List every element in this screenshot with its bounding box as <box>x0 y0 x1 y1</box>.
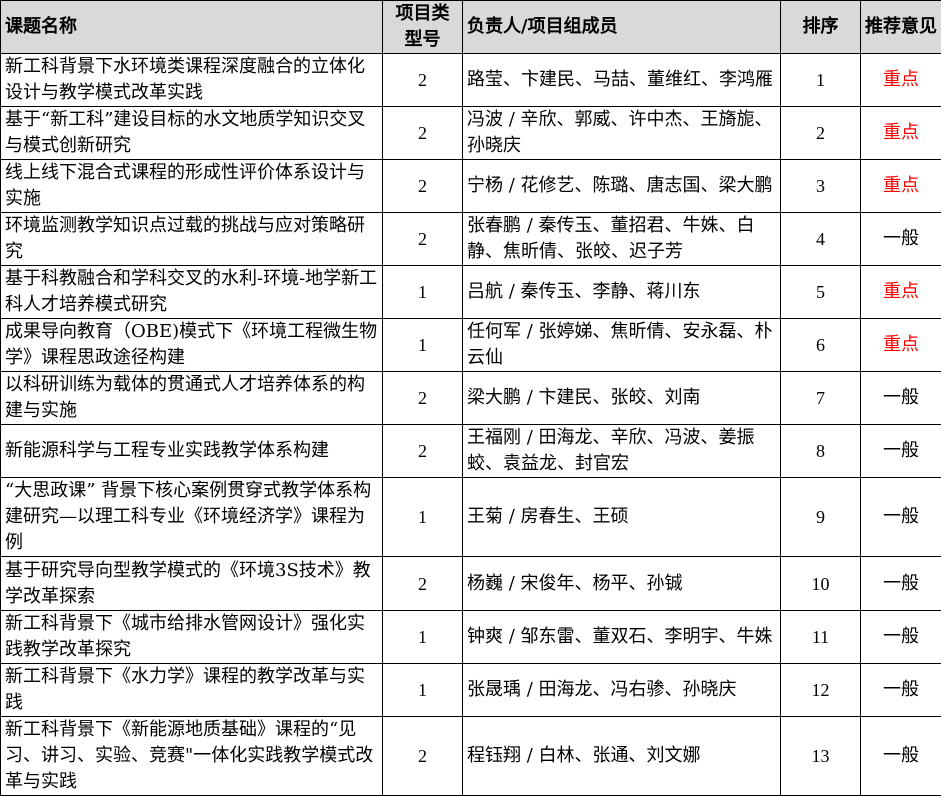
project-title-cell: 基于研究导向型教学模式的《环境3S技术》教学改革探索 <box>1 557 383 611</box>
members-cell: 王福刚 / 田海龙、辛欣、冯波、姜振蛟、袁益龙、封官宏 <box>463 425 781 478</box>
members-cell: 王菊 / 房春生、王硕 <box>463 478 781 557</box>
rank-cell: 4 <box>781 213 861 266</box>
recommendation-cell: 一般 <box>861 664 941 717</box>
project-type-cell: 2 <box>383 425 463 478</box>
members-cell: 冯波 / 辛欣、郭威、许中杰、王旖旎、孙晓庆 <box>463 107 781 160</box>
project-title-cell: 新工科背景下水环境类课程深度融合的立体化设计与教学模式改革实践 <box>1 54 383 107</box>
recommendation-cell: 重点 <box>861 54 941 107</box>
project-type-cell: 2 <box>383 160 463 213</box>
project-type-cell: 1 <box>383 478 463 557</box>
members-cell: 吕航 / 秦传玉、李静、蒋川东 <box>463 266 781 319</box>
rank-cell: 5 <box>781 266 861 319</box>
members-cell: 梁大鹏 / 卞建民、张皎、刘南 <box>463 372 781 425</box>
rank-cell: 7 <box>781 372 861 425</box>
rank-cell: 13 <box>781 717 861 796</box>
project-title-cell: 新工科背景下《城市给排水管网设计》强化实践教学改革探究 <box>1 611 383 664</box>
header-type: 项目类型号 <box>383 1 463 54</box>
project-title-cell: 新工科背景下《新能源地质基础》课程的“见习、讲习、实验、竞赛"一体化实践教学模式… <box>1 717 383 796</box>
project-type-cell: 1 <box>383 266 463 319</box>
recommendation-cell: 一般 <box>861 557 941 611</box>
recommendation-cell: 一般 <box>861 717 941 796</box>
members-cell: 任何军 / 张婷娣、焦昕倩、安永磊、朴云仙 <box>463 319 781 372</box>
project-type-cell: 1 <box>383 664 463 717</box>
header-members: 负责人/项目组成员 <box>463 1 781 54</box>
header-title: 课题名称 <box>1 1 383 54</box>
header-recommendation: 推荐意见 <box>861 1 941 54</box>
rank-cell: 6 <box>781 319 861 372</box>
project-type-cell: 2 <box>383 372 463 425</box>
header-row: 课题名称 项目类型号 负责人/项目组成员 排序 推荐意见 <box>1 1 941 54</box>
recommendation-cell: 一般 <box>861 478 941 557</box>
project-title-cell: 成果导向教育（OBE)模式下《环境工程微生物学》课程思政途径构建 <box>1 319 383 372</box>
rank-cell: 11 <box>781 611 861 664</box>
project-type-cell: 2 <box>383 717 463 796</box>
members-cell: 杨巍 / 宋俊年、杨平、孙铖 <box>463 557 781 611</box>
project-title-cell: 环境监测教学知识点过载的挑战与应对策略研究 <box>1 213 383 266</box>
project-title-cell: 基于科教融合和学科交叉的水利-环境-地学新工科人才培养模式研究 <box>1 266 383 319</box>
members-cell: 路莹、卞建民、马喆、董维红、李鸿雁 <box>463 54 781 107</box>
project-type-cell: 2 <box>383 107 463 160</box>
project-title-cell: 基于“新工科”建设目标的水文地质学知识交叉与模式创新研究 <box>1 107 383 160</box>
project-title-cell: 以科研训练为载体的贯通式人才培养体系的构建与实施 <box>1 372 383 425</box>
recommendation-cell: 一般 <box>861 611 941 664</box>
project-title-cell: “大思政课” 背景下核心案例贯穿式教学体系构建研究—以理工科专业《环境经济学》课… <box>1 478 383 557</box>
members-cell: 钟爽 / 邹东雷、董双石、李明宇、牛姝 <box>463 611 781 664</box>
project-title-cell: 新工科背景下《水力学》课程的教学改革与实践 <box>1 664 383 717</box>
project-type-cell: 1 <box>383 611 463 664</box>
table-row: 新工科背景下《新能源地质基础》课程的“见习、讲习、实验、竞赛"一体化实践教学模式… <box>1 717 941 796</box>
project-type-cell: 1 <box>383 319 463 372</box>
recommendation-cell: 重点 <box>861 319 941 372</box>
rank-cell: 3 <box>781 160 861 213</box>
project-title-cell: 线上线下混合式课程的形成性评价体系设计与实施 <box>1 160 383 213</box>
rank-cell: 8 <box>781 425 861 478</box>
recommendation-cell: 重点 <box>861 107 941 160</box>
members-cell: 张晟瑀 / 田海龙、冯右骖、孙晓庆 <box>463 664 781 717</box>
rank-cell: 10 <box>781 557 861 611</box>
recommendation-cell: 重点 <box>861 266 941 319</box>
members-cell: 张春鹏 / 秦传玉、董招君、牛姝、白静、焦昕倩、张皎、迟子芳 <box>463 213 781 266</box>
rank-cell: 9 <box>781 478 861 557</box>
members-cell: 程钰翔 / 白林、张通、刘文娜 <box>463 717 781 796</box>
recommendation-cell: 一般 <box>861 213 941 266</box>
recommendation-cell: 一般 <box>861 372 941 425</box>
members-cell: 宁杨 / 花修艺、陈璐、唐志国、梁大鹏 <box>463 160 781 213</box>
project-type-cell: 2 <box>383 557 463 611</box>
project-type-cell: 2 <box>383 213 463 266</box>
rank-cell: 1 <box>781 54 861 107</box>
rank-cell: 2 <box>781 107 861 160</box>
rank-cell: 12 <box>781 664 861 717</box>
project-title-cell: 新能源科学与工程专业实践教学体系构建 <box>1 425 383 478</box>
header-rank: 排序 <box>781 1 861 54</box>
recommendation-cell: 一般 <box>861 425 941 478</box>
recommendation-cell: 重点 <box>861 160 941 213</box>
table-row: “大思政课” 背景下核心案例贯穿式教学体系构建研究—以理工科专业《环境经济学》课… <box>1 478 941 557</box>
project-type-cell: 2 <box>383 54 463 107</box>
